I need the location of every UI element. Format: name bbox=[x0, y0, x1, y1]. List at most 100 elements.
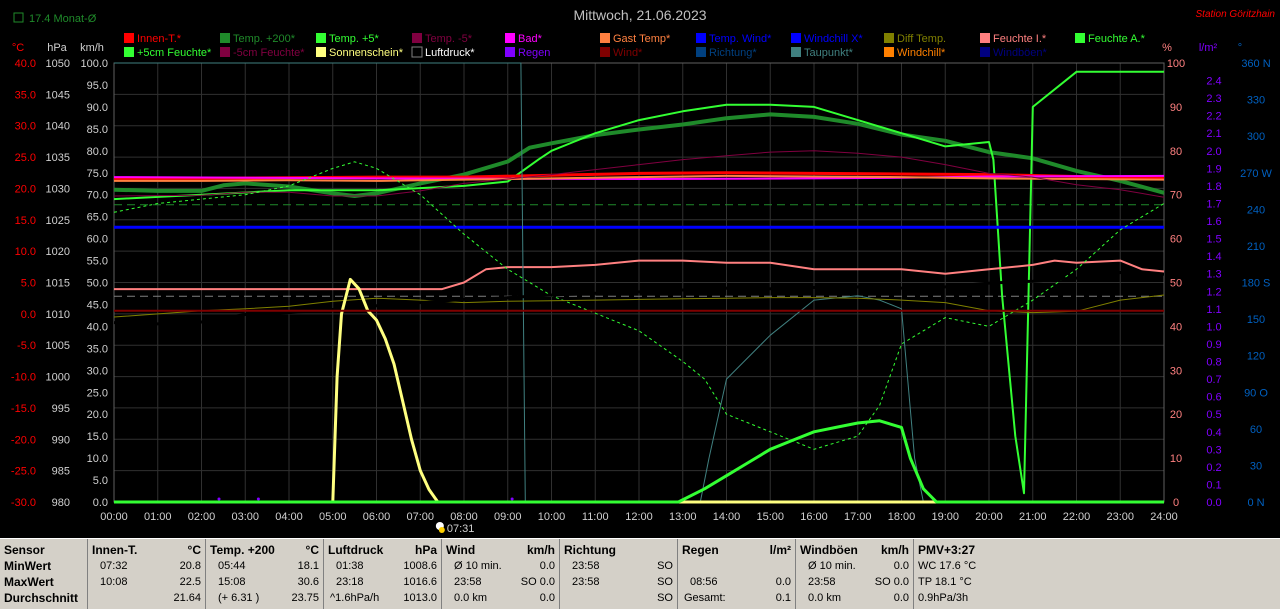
tick-label-humidity: 40 bbox=[1170, 321, 1182, 333]
tick-label-wind: 100.0 bbox=[80, 58, 108, 70]
legend-label[interactable]: +5cm Feuchte* bbox=[137, 47, 212, 59]
tick-label-pressure: 1035 bbox=[46, 152, 70, 164]
legend-label[interactable]: Wind* bbox=[613, 47, 643, 59]
tick-label-wind: 10.0 bbox=[87, 453, 108, 465]
innen-max-time: 10:08 bbox=[100, 576, 128, 588]
tick-label-direction: 300 bbox=[1247, 131, 1265, 143]
tick-label-rain: 2.4 bbox=[1206, 76, 1221, 88]
legend-label[interactable]: Temp. Wind* bbox=[709, 33, 772, 45]
legend-label[interactable]: Sonnenschein* bbox=[329, 47, 404, 59]
regen-title: Regen bbox=[682, 543, 719, 557]
legend-label[interactable]: Luftdruck* bbox=[425, 47, 475, 59]
tick-label-rain: 0.4 bbox=[1206, 427, 1221, 439]
tick-label-time: 23:00 bbox=[1106, 511, 1134, 523]
boeen-min-note: Ø 10 min. bbox=[808, 560, 856, 572]
innen-avg-value: 21.64 bbox=[173, 592, 201, 604]
tick-label-time: 21:00 bbox=[1019, 511, 1047, 523]
regen-max-value: 0.0 bbox=[775, 576, 791, 588]
legend-label[interactable]: Windchill X* bbox=[804, 33, 863, 45]
series-line bbox=[113, 150, 1165, 198]
regen-unit: l/m² bbox=[769, 543, 791, 557]
tick-label-temperature: -5.0 bbox=[17, 340, 36, 352]
temp200-max-value: 30.6 bbox=[297, 576, 319, 588]
sunrise-time-label: 07:31 bbox=[447, 523, 475, 535]
innen-min-time: 07:32 bbox=[100, 560, 128, 572]
tick-label-pressure: 1020 bbox=[46, 246, 70, 258]
legend-swatch bbox=[791, 33, 801, 43]
series-line bbox=[113, 271, 1165, 326]
legend-swatch bbox=[696, 47, 706, 57]
legend-label[interactable]: Feuchte A.* bbox=[1088, 33, 1146, 45]
boeen-unit: km/h bbox=[880, 543, 909, 557]
chart-title: Mittwoch, 21.06.2023 bbox=[573, 7, 706, 23]
tick-label-pressure: 1030 bbox=[46, 183, 70, 195]
monthly-average-swatch bbox=[13, 12, 24, 23]
row-label-max: MaxWert bbox=[4, 575, 54, 589]
legend-label[interactable]: -5cm Feuchte* bbox=[233, 47, 305, 59]
temp200-min-time: 05:44 bbox=[218, 560, 246, 572]
tick-label-wind: 20.0 bbox=[87, 409, 108, 421]
legend-label[interactable]: Feuchte I.* bbox=[993, 33, 1047, 45]
tick-label-direction: 330 bbox=[1247, 95, 1265, 107]
luftdruck-unit: hPa bbox=[414, 543, 437, 557]
header: 17.4 Monat-Ø Mittwoch, 21.06.2023 Statio… bbox=[13, 7, 1275, 25]
legend-label[interactable]: Windböen* bbox=[993, 47, 1048, 59]
innen-max-value: 22.5 bbox=[179, 576, 201, 588]
tick-label-time: 17:00 bbox=[844, 511, 872, 523]
innen-unit: °C bbox=[187, 543, 201, 557]
tick-label-rain: 0.3 bbox=[1206, 444, 1221, 456]
tick-label-rain: 2.2 bbox=[1206, 111, 1221, 123]
axis-unit-label: ° bbox=[1238, 42, 1242, 54]
legend-label[interactable]: Regen bbox=[518, 47, 550, 59]
legend-swatch bbox=[980, 33, 990, 43]
luftdruck-avg-value: 1013.0 bbox=[403, 592, 437, 604]
tick-label-direction: 180 S bbox=[1242, 278, 1271, 290]
legend-label[interactable]: Innen-T.* bbox=[137, 33, 182, 45]
monthly-average-label: 17.4 Monat-Ø bbox=[29, 13, 97, 25]
boeen-distance: 0.0 km bbox=[808, 592, 842, 604]
legend-label[interactable]: Temp. +200* bbox=[233, 33, 296, 45]
tick-label-time: 24:00 bbox=[1150, 511, 1178, 523]
tick-label-wind: 50.0 bbox=[87, 278, 108, 290]
tick-label-direction: 60 bbox=[1250, 424, 1262, 436]
temp200-title: Temp. +200 bbox=[210, 543, 275, 557]
legend-label[interactable]: Temp. -5* bbox=[425, 33, 473, 45]
tick-label-rain: 0.9 bbox=[1206, 339, 1221, 351]
series-line bbox=[113, 112, 1165, 198]
table-header-sensor: Sensor bbox=[4, 543, 45, 557]
tick-label-direction: 120 bbox=[1247, 351, 1265, 363]
legend-label[interactable]: Temp. +5* bbox=[329, 33, 380, 45]
pmv-pressure-trend: 0.9hPa/3h bbox=[918, 592, 969, 604]
sun-icon bbox=[438, 527, 445, 533]
legend-label[interactable]: Taupunkt* bbox=[804, 47, 854, 59]
regen-max-time: 08:56 bbox=[690, 576, 718, 588]
tick-label-wind: 15.0 bbox=[87, 431, 108, 443]
tick-label-wind: 80.0 bbox=[87, 146, 108, 158]
table-col-richtung: Richtung 23:58 SO 23:58 SO SO bbox=[560, 539, 678, 609]
tick-label-temperature: 5.0 bbox=[21, 278, 36, 290]
tick-label-direction: 270 W bbox=[1240, 168, 1272, 180]
legend-label[interactable]: Bad* bbox=[518, 33, 543, 45]
tick-label-rain: 0.1 bbox=[1206, 479, 1221, 491]
tick-label-time: 09:00 bbox=[494, 511, 522, 523]
richtung-max-value: SO bbox=[657, 576, 673, 588]
tick-label-rain: 1.8 bbox=[1206, 181, 1221, 193]
legend-swatch bbox=[600, 33, 610, 43]
legend-swatch bbox=[411, 46, 423, 58]
tick-label-time: 08:00 bbox=[450, 511, 478, 523]
tick-label-pressure: 990 bbox=[52, 434, 70, 446]
legend-swatch bbox=[884, 47, 894, 57]
tick-label-rain: 2.1 bbox=[1206, 128, 1221, 140]
axis-unit-label: hPa bbox=[47, 42, 67, 54]
tick-label-pressure: 1000 bbox=[46, 372, 70, 384]
tick-label-wind: 90.0 bbox=[87, 102, 108, 114]
legend-label[interactable]: Windchill* bbox=[897, 47, 946, 59]
legend-swatch bbox=[696, 33, 706, 43]
legend-label[interactable]: Gast Temp* bbox=[613, 33, 671, 45]
legend-label[interactable]: Richtung* bbox=[709, 47, 757, 59]
tick-label-temperature: 25.0 bbox=[15, 152, 36, 164]
legend-label[interactable]: Diff Temp. bbox=[897, 33, 946, 45]
tick-label-pressure: 995 bbox=[52, 403, 70, 415]
tick-label-direction: 0 N bbox=[1247, 497, 1264, 509]
tick-label-humidity: 60 bbox=[1170, 234, 1182, 246]
